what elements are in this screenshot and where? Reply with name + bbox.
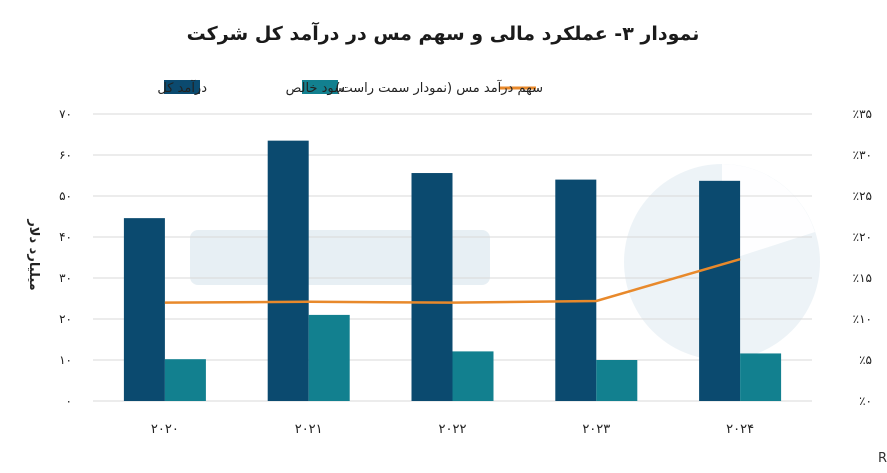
source-note: منبع: گزارش‌های سالانه شرکت Rio Tinto xyxy=(878,450,887,466)
y-tick-label: ۶۰ xyxy=(59,148,72,162)
y-axis-label: میلیارد دلار xyxy=(26,218,41,290)
y2-tick-label: ٪۳۰ xyxy=(853,148,872,162)
copper-share-line-group xyxy=(164,257,741,304)
legend: درآمد کل سود خالص سهم درآمد مس (نمودار س… xyxy=(157,79,543,96)
legend-swatch-revenue xyxy=(164,80,200,94)
bars xyxy=(123,140,782,401)
x-tick-label: ۲۰۲۰ xyxy=(151,422,179,437)
y2-tick-label: ٪۲۰ xyxy=(853,230,872,244)
y2-tick-label: ٪۰ xyxy=(859,394,872,408)
chart-title: نمودار ۳- عملکرد مالی و سهم مس در درآمد … xyxy=(187,21,700,45)
y2-tick-label: ٪۲۵ xyxy=(853,189,872,203)
x-tick-label: ۲۰۲۲ xyxy=(439,422,467,437)
y2-tick-label: ٪۳۵ xyxy=(853,107,872,121)
x-tick-label: ۲۰۲۳ xyxy=(582,422,610,437)
bar-net-profit xyxy=(740,353,782,401)
x-axis-ticks: ۲۰۲۰ ۲۰۲۱ ۲۰۲۲ ۲۰۲۳ ۲۰۲۴ xyxy=(151,422,754,437)
bar-net-profit xyxy=(596,360,638,401)
legend-swatch-profit xyxy=(302,80,338,94)
bar-revenue xyxy=(123,218,165,401)
legend-label-revenue: درآمد کل xyxy=(157,79,207,96)
y-tick-label: ۷۰ xyxy=(59,107,72,121)
right-axis-ticks: ٪۰ ٪۵ ٪۱۰ ٪۱۵ ٪۲۰ ٪۲۵ ٪۳۰ ٪۳۵ xyxy=(853,107,872,408)
y-tick-label: ۱۰ xyxy=(59,353,72,367)
bar-net-profit xyxy=(452,351,494,401)
y-tick-label: ۰ xyxy=(66,394,72,408)
bar-revenue xyxy=(411,173,453,401)
left-axis-ticks: ۰ ۱۰ ۲۰ ۳۰ ۴۰ ۵۰ ۶۰ ۷۰ xyxy=(59,107,72,408)
bar-revenue xyxy=(699,180,741,401)
bar-revenue xyxy=(555,179,597,401)
y-tick-label: ۲۰ xyxy=(59,312,72,326)
legend-label-profit: سود خالص xyxy=(286,81,345,96)
y-tick-label: ۳۰ xyxy=(59,271,72,285)
y-tick-label: ۵۰ xyxy=(59,189,72,203)
bar-net-profit xyxy=(308,314,350,401)
bar-net-profit xyxy=(164,359,206,401)
y2-tick-label: ٪۵ xyxy=(859,353,872,367)
y2-tick-label: ٪۱۰ xyxy=(853,312,872,326)
x-tick-label: ۲۰۲۴ xyxy=(726,422,754,437)
y2-tick-label: ٪۱۵ xyxy=(853,271,872,285)
legend-label-copper-share: سهم درآمد مس (نمودار سمت راست) xyxy=(335,79,543,96)
bar-revenue xyxy=(267,140,309,401)
y-tick-label: ۴۰ xyxy=(59,230,72,244)
x-tick-label: ۲۰۲۱ xyxy=(295,422,323,437)
